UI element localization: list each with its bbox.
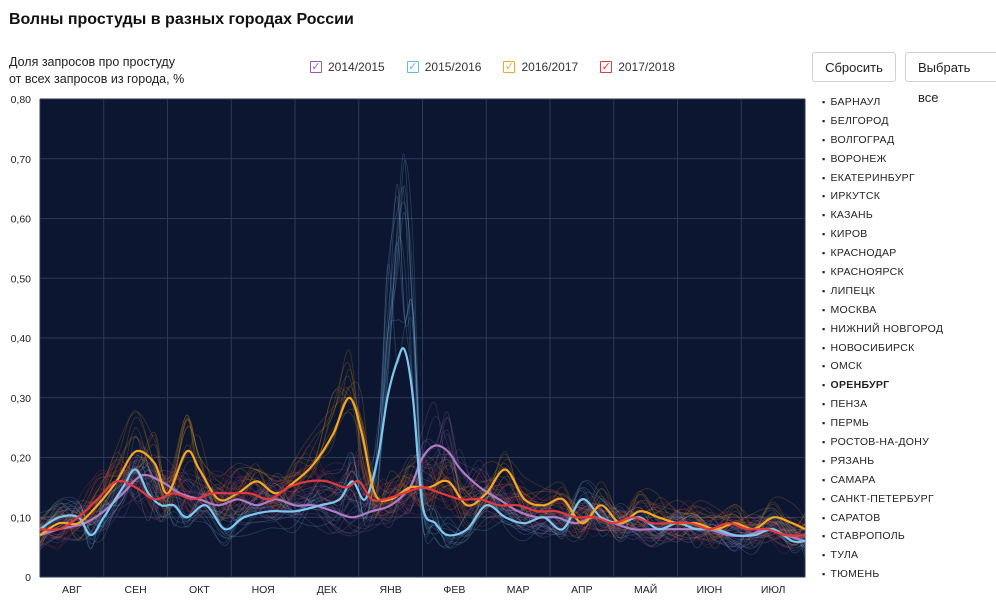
season-legend: ✓ 2014/2015 ✓ 2015/2016 ✓ 2016/2017 ✓ 2017/2018: [310, 60, 675, 74]
series-line-2017-2018: [39, 479, 806, 537]
background-city-line: [39, 387, 806, 539]
background-city-line: [39, 263, 806, 548]
background-city-line: [39, 349, 806, 549]
checkbox-icon[interactable]: ✓: [406, 61, 419, 73]
legend-label: 2017/2018: [618, 60, 675, 74]
background-city-line: [39, 468, 806, 548]
x-tick-label: ИЮН: [697, 584, 723, 596]
city-item[interactable]: ТЮМЕНЬ: [822, 565, 943, 584]
background-city-line: [39, 160, 806, 549]
city-list: БАРНАУЛБЕЛГОРОДВОЛГОГРАДВОРОНЕЖЕКАТЕРИНБ…: [822, 93, 943, 584]
y-axis-label-line2: от всех запросов из города, %: [9, 72, 185, 86]
city-item[interactable]: ПЕНЗА: [822, 395, 943, 414]
background-city-line: [39, 416, 806, 546]
x-tick-label: ОКТ: [189, 584, 210, 596]
legend-item-2016-2017[interactable]: ✓ 2016/2017: [503, 60, 578, 74]
y-tick-label: 0,30: [11, 393, 32, 405]
y-tick-label: 0,10: [11, 512, 32, 524]
city-item[interactable]: ОМСК: [822, 357, 943, 376]
x-tick-label: НОЯ: [252, 584, 275, 596]
background-city-line: [39, 438, 806, 541]
y-tick-label: 0,50: [11, 273, 32, 285]
city-item[interactable]: НОВОСИБИРСК: [822, 339, 943, 358]
series-line-2015-2016: [39, 347, 806, 544]
background-city-line: [39, 433, 806, 548]
x-tick-label: ЯНВ: [380, 584, 402, 596]
legend-item-2015-2016[interactable]: ✓ 2015/2016: [406, 60, 482, 74]
checkbox-icon[interactable]: ✓: [503, 61, 516, 73]
legend-label: 2015/2016: [424, 60, 482, 74]
x-tick-label: ДЕК: [317, 584, 338, 596]
series-line-2014-2015: [39, 444, 806, 543]
city-item[interactable]: ИРКУТСК: [822, 187, 943, 206]
city-item[interactable]: КАЗАНЬ: [822, 206, 943, 225]
y-tick-label: 0,70: [11, 154, 32, 166]
background-city-line: [39, 242, 806, 547]
y-axis-label-line1: Доля запросов про простуду: [9, 55, 175, 69]
x-tick-label: СЕН: [125, 584, 147, 596]
background-city-line: [39, 411, 806, 541]
background-city-line: [39, 445, 806, 547]
city-item[interactable]: НИЖНИЙ НОВГОРОД: [822, 320, 943, 339]
x-tick-label: МАР: [507, 584, 530, 596]
background-city-line: [39, 461, 806, 540]
background-city-line: [39, 375, 806, 539]
y-tick-label: 0,40: [11, 333, 32, 345]
background-city-line: [39, 236, 806, 549]
legend-label: 2016/2017: [521, 60, 579, 74]
select-all-button[interactable]: Выбрать все: [905, 52, 996, 105]
background-city-line: [39, 386, 806, 541]
city-item[interactable]: РОСТОВ-НА-ДОНУ: [822, 433, 943, 452]
background-city-line: [39, 458, 806, 553]
background-city-line: [39, 153, 806, 551]
city-item[interactable]: КРАСНОДАР: [822, 244, 943, 263]
x-tick-label: АПР: [571, 584, 592, 596]
background-city-line: [39, 466, 806, 546]
city-item[interactable]: ЕКАТЕРИНБУРГ: [822, 169, 943, 188]
page-title: Волны простуды в разных городах России: [9, 11, 354, 28]
cold-waves-chart: 0 0,10 0,20 0,30 0,40 0,50 0,60 0,70 0,80 АВГ СЕН О…: [11, 94, 806, 596]
y-tick-label: 0,60: [11, 214, 32, 226]
city-item[interactable]: САМАРА: [822, 471, 943, 490]
y-tick-label: 0,20: [11, 453, 32, 465]
city-item[interactable]: ОРЕНБУРГ: [822, 376, 943, 395]
x-tick-label: МАЙ: [634, 583, 657, 596]
city-item[interactable]: ПЕРМЬ: [822, 414, 943, 433]
city-item[interactable]: БЕЛГОРОД: [822, 112, 943, 131]
checkbox-icon[interactable]: ✓: [600, 61, 613, 73]
background-city-line: [39, 454, 806, 548]
background-city-line: [39, 453, 806, 540]
x-tick-label: ФЕВ: [443, 584, 465, 596]
city-item[interactable]: ВОРОНЕЖ: [822, 150, 943, 169]
background-city-line: [39, 196, 806, 558]
city-item[interactable]: БАРНАУЛ: [822, 93, 943, 112]
city-item[interactable]: ВОЛГОГРАД: [822, 131, 943, 150]
city-item[interactable]: САНКТ-ПЕТЕРБУРГ: [822, 490, 943, 509]
background-city-line: [39, 387, 806, 544]
background-city-line: [39, 183, 806, 554]
city-item[interactable]: СТАВРОПОЛЬ: [822, 527, 943, 546]
reset-button[interactable]: Сбросить: [812, 52, 896, 82]
city-item[interactable]: КРАСНОЯРСК: [822, 263, 943, 282]
x-tick-label: АВГ: [62, 584, 82, 596]
x-tick-label: ИЮЛ: [761, 584, 786, 596]
checkbox-icon[interactable]: ✓: [310, 61, 322, 73]
background-city-line: [39, 461, 806, 543]
legend-item-2017-2018[interactable]: ✓ 2017/2018: [600, 60, 675, 74]
background-city-line: [39, 417, 806, 551]
background-city-line: [39, 368, 806, 543]
city-item[interactable]: РЯЗАНЬ: [822, 452, 943, 471]
city-item[interactable]: САРАТОВ: [822, 509, 943, 528]
city-item[interactable]: ТУЛА: [822, 546, 943, 565]
city-item[interactable]: МОСКВА: [822, 301, 943, 320]
legend-item-2014-2015[interactable]: ✓ 2014/2015: [310, 60, 385, 74]
city-item[interactable]: ЛИПЕЦК: [822, 282, 943, 301]
y-tick-label: 0: [25, 572, 31, 584]
city-item[interactable]: КИРОВ: [822, 225, 943, 244]
legend-label: 2014/2015: [328, 60, 385, 74]
y-tick-label: 0,80: [11, 94, 32, 106]
